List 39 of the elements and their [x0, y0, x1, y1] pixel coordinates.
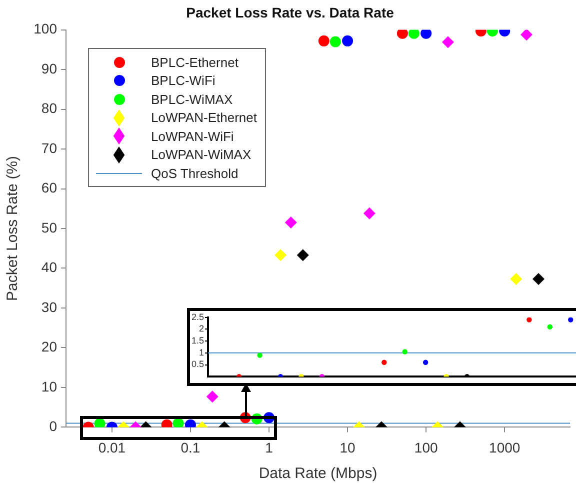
y-tick-label: 2.5 [191, 312, 204, 322]
y-tick-label: 100 [34, 20, 58, 37]
legend-label: LoWPAN-Ethernet [151, 110, 257, 126]
legend-label: BPLC-Ethernet [151, 54, 238, 70]
y-tick-label: 70 [41, 140, 58, 156]
x-tick-label: 1 [265, 439, 274, 456]
y-axis-title: Packet Loss Rate (%) [4, 156, 22, 302]
point [422, 360, 428, 365]
y-tick-label: 20 [41, 338, 58, 355]
x-tick-label: 1000 [489, 439, 520, 456]
legend-label: LoWPAN-WiMAX [151, 147, 252, 162]
y-tick-label: 50 [41, 219, 58, 236]
x-tick-label: 0.1 [180, 439, 200, 456]
point [382, 360, 387, 365]
y-tick-label: 60 [41, 180, 58, 196]
legend-label: LoWPAN-WiFi [151, 128, 234, 144]
x-tick-label: 0.01 [98, 439, 126, 456]
legend-label: BPLC-WiFi [151, 73, 216, 88]
point [568, 317, 574, 322]
y-tick-label: 1 [198, 347, 204, 358]
y-tick-label: 10 [41, 378, 58, 394]
chart-title: Packet Loss Rate vs. Data Rate [186, 4, 394, 20]
y-tick-label: 80 [41, 100, 58, 116]
y-tick-label: 0.5 [191, 359, 204, 370]
point [526, 317, 532, 322]
x-axis-title: Data Rate (Mbps) [258, 465, 378, 482]
x-tick-label: 10 [340, 439, 356, 456]
y-tick-label: 90 [41, 60, 58, 76]
y-tick-label: 30 [41, 298, 58, 315]
legend-label: QoS Threshold [151, 166, 238, 181]
legend-label: BPLC-WiMAX [151, 92, 233, 107]
point [257, 352, 262, 358]
x-tick-label: 100 [414, 439, 438, 456]
y-tick-label: 0 [49, 418, 58, 434]
point [547, 324, 553, 330]
y-tick-label: 1.5 [191, 336, 204, 346]
y-tick-label: 2 [198, 324, 204, 334]
point [402, 349, 408, 354]
y-tick-label: 40 [41, 259, 58, 276]
